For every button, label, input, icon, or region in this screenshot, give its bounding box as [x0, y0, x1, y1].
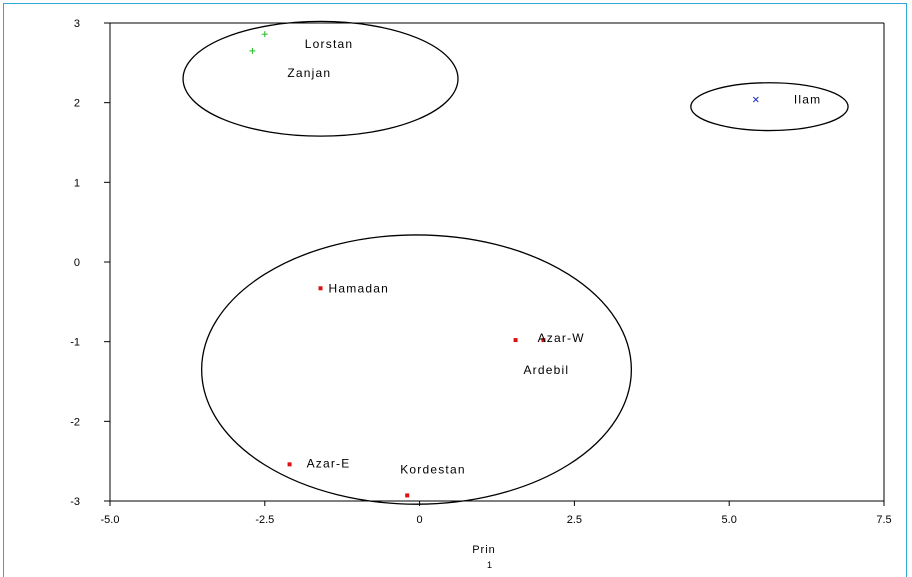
y-tick-label: -2 [70, 416, 80, 428]
x-tick-label: 2.5 [567, 514, 582, 526]
x-tick-label: -2.5 [255, 514, 274, 526]
x-axis-title: Prin [472, 544, 496, 556]
y-ticks: 3 2 1 0 -1 -2 -3 [70, 18, 110, 508]
point-labels: Lorstan Zanjan Ilam Hamadan Azar-W Ardebil Aza… [287, 37, 821, 476]
axes [109, 22, 885, 502]
cluster-ellipse [182, 20, 459, 137]
point-label: Ilam [794, 92, 821, 106]
square-marker [287, 462, 292, 467]
x-tick-label: 0 [417, 514, 423, 526]
y-tick-label: 1 [74, 177, 80, 189]
x-axis-title-subscript: 1 [487, 560, 493, 570]
x-tick-label: -5.0 [101, 514, 120, 526]
point-label: Azar-E [307, 456, 351, 470]
cluster-ellipse [690, 82, 849, 132]
y-tick-label: 3 [74, 18, 80, 30]
point-label: Kordestan [400, 462, 466, 476]
square-marker [541, 338, 546, 343]
data-points [249, 31, 759, 498]
square-marker [318, 286, 323, 291]
plot-frame [3, 3, 907, 577]
square-marker [513, 338, 518, 343]
x-marker-b [752, 96, 759, 103]
y-tick-label: -3 [70, 496, 80, 508]
x-ticks: -5.0 -2.5 0 2.5 5.0 7.5 [101, 501, 892, 526]
x-tick-label: 5.0 [722, 514, 737, 526]
cluster-ellipse [200, 234, 633, 505]
point-label: Azar-W [538, 331, 585, 345]
x-tick-label: 7.5 [876, 514, 891, 526]
y-tick-label: 2 [74, 98, 80, 110]
y-tick-label: -1 [70, 337, 80, 349]
point-label: Hamadan [329, 281, 389, 295]
square-marker [405, 493, 410, 498]
y-tick-label: 0 [74, 257, 80, 269]
point-label: Ardebil [523, 363, 569, 377]
point-label: Zanjan [287, 66, 331, 80]
point-label: Lorstan [305, 37, 353, 51]
cluster-ellipses [182, 20, 849, 505]
